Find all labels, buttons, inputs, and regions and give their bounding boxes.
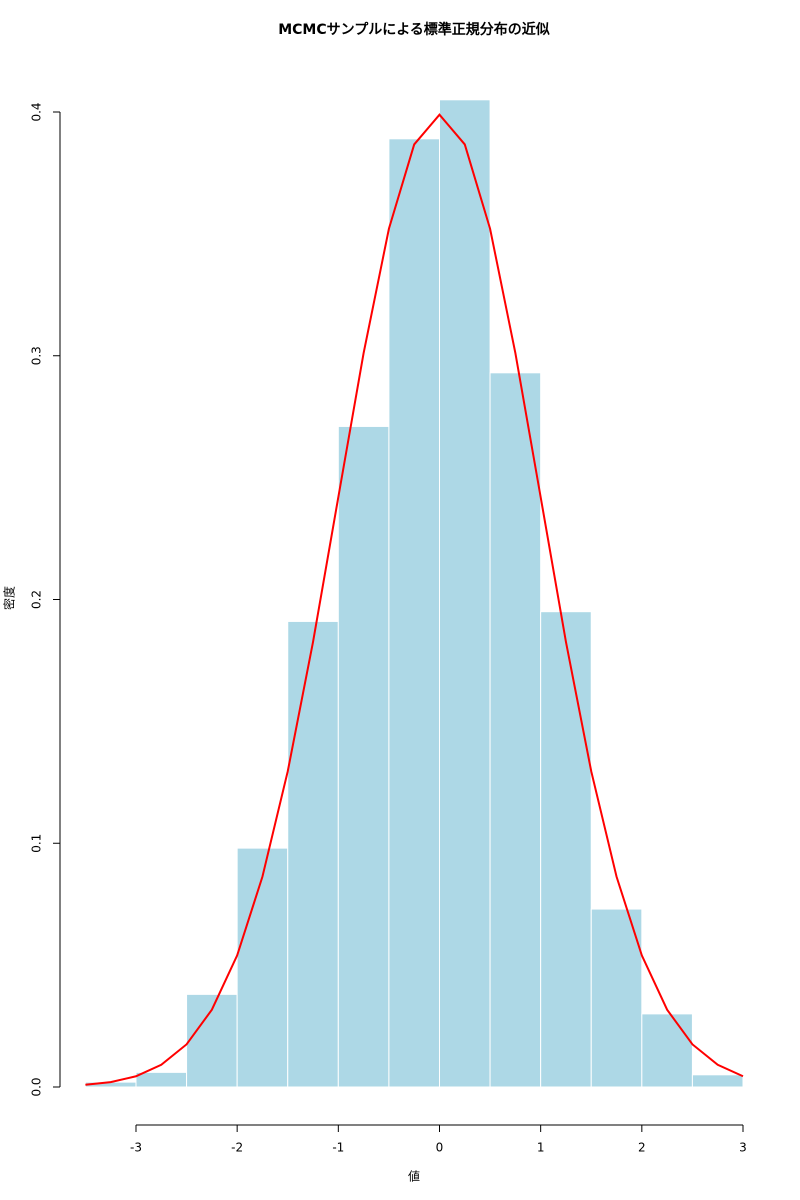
x-tick-label: 2: [638, 1141, 646, 1155]
x-axis-label: 値: [408, 1169, 420, 1184]
bar: [540, 611, 592, 1088]
x-tick-label: -3: [130, 1141, 142, 1155]
y-tick-label: 0.4: [30, 102, 44, 121]
bar: [590, 908, 643, 1088]
bar: [489, 372, 542, 1088]
bar: [641, 1013, 693, 1088]
bar: [287, 620, 339, 1088]
y-tick-label: 0.1: [30, 834, 44, 853]
bar: [691, 1074, 744, 1088]
y-tick-label: 0.3: [30, 346, 44, 365]
y-tick-label: 0.0: [30, 1077, 44, 1096]
x-tick-label: 1: [537, 1141, 545, 1155]
y-axis-label: 密度: [2, 586, 17, 610]
x-tick-label: 3: [739, 1141, 747, 1155]
y-tick-label: 0.2: [30, 590, 44, 609]
bar: [337, 425, 390, 1088]
x-tick-label: 0: [436, 1141, 444, 1155]
bar: [236, 847, 289, 1088]
x-tick-label: -1: [332, 1141, 344, 1155]
x-tick-label: -2: [231, 1141, 243, 1155]
bar: [135, 1071, 188, 1088]
bar: [438, 99, 491, 1088]
bar: [388, 138, 440, 1088]
chart-title: MCMCサンプルによる標準正規分布の近似: [278, 21, 550, 38]
density-curve: [85, 113, 744, 1086]
